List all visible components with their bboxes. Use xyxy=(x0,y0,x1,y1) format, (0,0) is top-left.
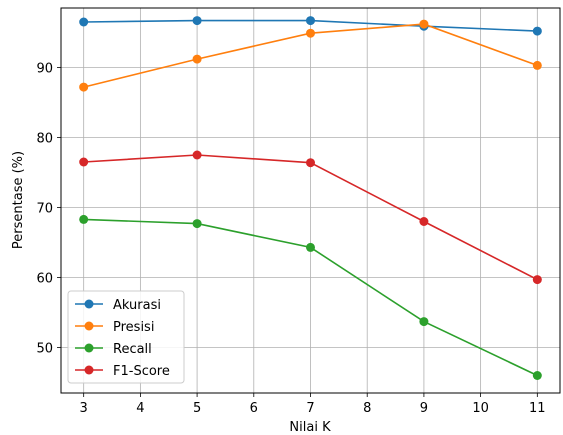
legend: Akurasi Presisi Recall F1-Score xyxy=(67,290,185,384)
grid-lines xyxy=(61,8,560,393)
data-point-presisi xyxy=(419,19,429,29)
y-tick-label: 70 xyxy=(36,202,53,217)
data-point-recall xyxy=(419,317,429,327)
data-point-f1-score xyxy=(419,217,429,226)
legend-label-f1-score: F1-Score xyxy=(113,364,170,379)
x-tick-label: 10 xyxy=(472,401,489,416)
x-tick-label: 3 xyxy=(80,401,88,416)
x-tick-label: 11 xyxy=(529,401,546,416)
data-point-akurasi xyxy=(306,16,315,26)
data-point-akurasi xyxy=(532,26,542,36)
legend-box xyxy=(67,290,185,384)
y-tick-label: 80 xyxy=(36,132,53,147)
legend-label-recall: Recall xyxy=(113,342,152,357)
y-axis-label: Persentase (%) xyxy=(11,151,26,249)
x-tick-label: 7 xyxy=(306,401,314,416)
x-axis: 3 4 5 6 7 8 9 10 11 xyxy=(80,393,546,416)
data-point-presisi xyxy=(306,28,315,38)
data-point-f1-score xyxy=(79,157,89,167)
x-axis-label: Nilai K xyxy=(289,420,331,435)
x-tick-label: 8 xyxy=(363,401,371,416)
data-point-f1-score xyxy=(306,158,315,168)
data-point-f1-score xyxy=(532,275,542,285)
series-layer xyxy=(79,16,542,380)
data-point-akurasi xyxy=(79,17,89,27)
x-tick-label: 4 xyxy=(136,401,144,416)
data-point-recall xyxy=(79,214,89,224)
x-tick-label: 6 xyxy=(250,401,258,416)
data-point-recall xyxy=(192,219,202,229)
y-tick-label: 90 xyxy=(36,62,53,77)
data-point-recall xyxy=(306,242,315,252)
x-tick-label: 5 xyxy=(193,401,201,416)
legend-label-presisi: Presisi xyxy=(113,320,154,335)
legend-marker-recall xyxy=(84,343,94,353)
legend-marker-akurasi xyxy=(84,299,94,309)
legend-marker-presisi xyxy=(84,321,94,331)
legend-label-akurasi: Akurasi xyxy=(113,298,161,313)
y-tick-label: 60 xyxy=(36,272,53,287)
data-point-recall xyxy=(532,371,542,380)
data-point-f1-score xyxy=(192,150,202,160)
data-point-presisi xyxy=(79,82,89,92)
data-point-presisi xyxy=(532,60,542,70)
data-point-presisi xyxy=(192,54,202,64)
y-tick-label: 50 xyxy=(36,342,53,357)
y-axis: 50 60 70 80 90 xyxy=(36,62,61,357)
data-point-akurasi xyxy=(192,16,202,26)
legend-marker-f1-score xyxy=(84,365,94,375)
x-tick-label: 9 xyxy=(420,401,428,416)
